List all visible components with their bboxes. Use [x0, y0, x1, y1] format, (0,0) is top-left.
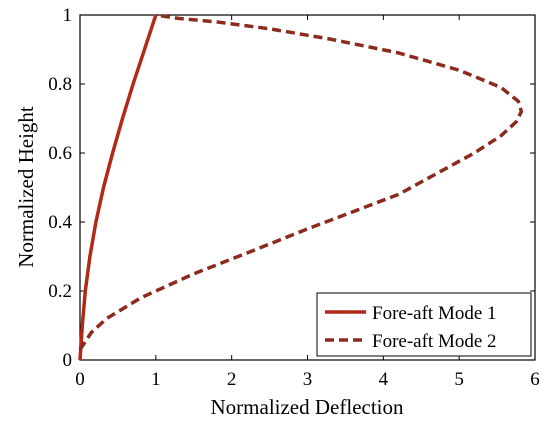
x-tick-label: 3 [303, 369, 313, 390]
y-axis-label: Normalized Height [14, 106, 38, 268]
y-tick-label: 0.8 [48, 74, 72, 95]
series-line-mode1 [78, 14, 158, 361]
legend-label-mode2: Fore-aft Mode 2 [372, 331, 497, 352]
y-tick-label: 1 [63, 5, 73, 26]
y-tick-label: 0.2 [48, 281, 72, 302]
legend-label-mode1: Fore-aft Mode 1 [372, 303, 497, 324]
legend: Fore-aft Mode 1 Fore-aft Mode 2 [316, 292, 532, 357]
x-tick-label: 0 [75, 369, 85, 390]
series-line-mode2 [78, 13, 524, 351]
y-tick-label: 0.6 [48, 143, 72, 164]
legend-box [316, 292, 532, 357]
series-group [78, 13, 524, 361]
x-tick-label: 4 [379, 369, 389, 390]
x-tick-label: 5 [454, 369, 464, 390]
axis-ticks: 0 1 2 3 4 5 6 0 0.2 0.4 0.6 0.8 1 [48, 5, 540, 390]
x-tick-label: 1 [151, 369, 161, 390]
y-tick-label: 0.4 [48, 212, 72, 233]
x-axis-label: Normalized Deflection [211, 395, 404, 419]
y-tick-label: 0 [63, 350, 73, 371]
x-tick-label: 6 [530, 369, 540, 390]
x-tick-label: 2 [227, 369, 237, 390]
